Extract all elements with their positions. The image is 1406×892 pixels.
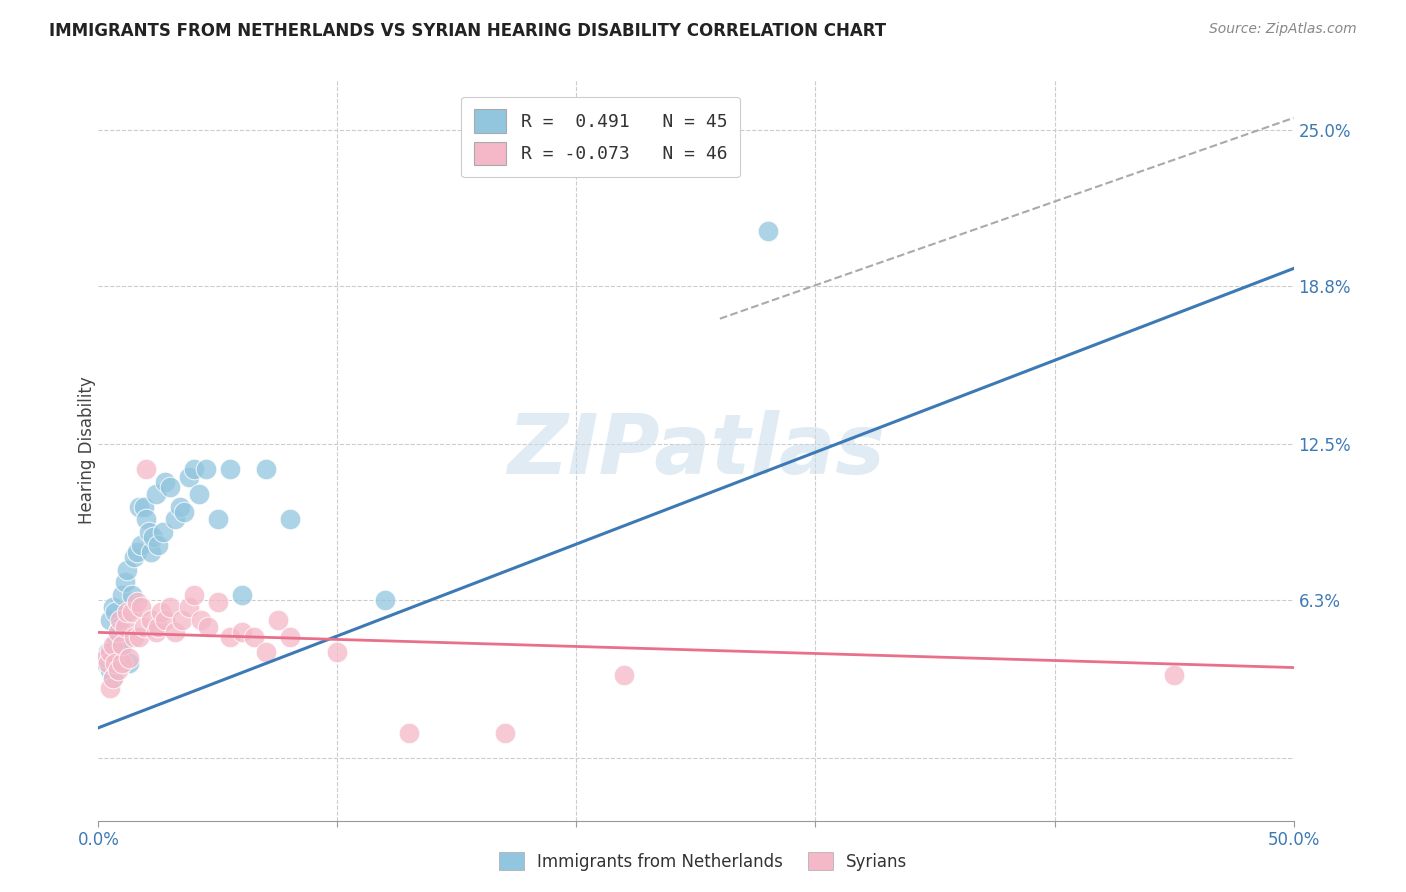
Point: [114, 575, 136, 590]
Point: [278, 512, 301, 526]
Point: [111, 656, 134, 670]
Point: [159, 600, 181, 615]
Point: [148, 538, 170, 552]
Point: [1163, 668, 1185, 682]
Point: [494, 726, 516, 740]
Point: [219, 631, 242, 645]
Point: [131, 538, 153, 552]
Point: [125, 595, 148, 609]
Point: [128, 631, 150, 645]
Legend: R =  0.491   N = 45, R = -0.073   N = 46: R = 0.491 N = 45, R = -0.073 N = 46: [461, 96, 740, 178]
Point: [172, 613, 194, 627]
Point: [132, 500, 155, 514]
Point: [183, 462, 205, 476]
Point: [139, 613, 162, 627]
Point: [135, 512, 157, 526]
Point: [121, 588, 143, 602]
Point: [159, 480, 181, 494]
Point: [104, 656, 127, 670]
Point: [98, 645, 122, 659]
Point: [94, 650, 117, 665]
Point: [124, 631, 146, 645]
Point: [124, 550, 146, 565]
Point: [207, 595, 229, 609]
Point: [98, 681, 122, 695]
Point: [98, 663, 122, 677]
Point: [97, 656, 120, 670]
Point: [101, 671, 124, 685]
Point: [118, 656, 141, 670]
Point: [231, 588, 253, 602]
Point: [169, 500, 191, 514]
Point: [207, 512, 229, 526]
Point: [101, 638, 124, 652]
Point: [107, 663, 129, 677]
Point: [155, 475, 177, 489]
Point: [190, 613, 212, 627]
Point: [254, 462, 277, 476]
Point: [97, 645, 120, 659]
Point: [179, 470, 201, 484]
Point: [98, 613, 122, 627]
Point: [254, 645, 277, 659]
Point: [125, 545, 148, 559]
Legend: Immigrants from Netherlands, Syrians: Immigrants from Netherlands, Syrians: [491, 844, 915, 880]
Point: [94, 656, 117, 670]
Text: IMMIGRANTS FROM NETHERLANDS VS SYRIAN HEARING DISABILITY CORRELATION CHART: IMMIGRANTS FROM NETHERLANDS VS SYRIAN HE…: [49, 22, 886, 40]
Point: [104, 638, 127, 652]
Point: [138, 524, 160, 539]
Point: [111, 640, 134, 655]
Point: [326, 645, 349, 659]
Point: [187, 487, 209, 501]
Point: [107, 625, 129, 640]
Point: [115, 563, 138, 577]
Point: [111, 588, 134, 602]
Point: [613, 668, 636, 682]
Point: [756, 224, 779, 238]
Y-axis label: Hearing Disability: Hearing Disability: [79, 376, 96, 524]
Point: [155, 613, 177, 627]
Point: [142, 530, 165, 544]
Point: [104, 605, 127, 619]
Point: [108, 613, 131, 627]
Point: [179, 600, 201, 615]
Point: [195, 462, 218, 476]
Point: [132, 620, 155, 634]
Point: [121, 605, 143, 619]
Point: [118, 650, 141, 665]
Point: [149, 605, 172, 619]
Point: [163, 625, 186, 640]
Point: [131, 600, 153, 615]
Point: [197, 620, 219, 634]
Text: ZIPatlas: ZIPatlas: [508, 410, 884, 491]
Point: [107, 625, 129, 640]
Point: [148, 620, 170, 634]
Point: [145, 625, 167, 640]
Text: Source: ZipAtlas.com: Source: ZipAtlas.com: [1209, 22, 1357, 37]
Point: [243, 631, 266, 645]
Point: [115, 605, 138, 619]
Point: [101, 671, 124, 685]
Point: [128, 500, 150, 514]
Point: [145, 487, 167, 501]
Point: [267, 613, 290, 627]
Point: [374, 592, 396, 607]
Point: [139, 545, 162, 559]
Point: [398, 726, 420, 740]
Point: [107, 645, 129, 659]
Point: [231, 625, 253, 640]
Point: [108, 620, 131, 634]
Point: [163, 512, 186, 526]
Point: [183, 588, 205, 602]
Point: [101, 600, 124, 615]
Point: [114, 620, 136, 634]
Point: [173, 505, 195, 519]
Point: [219, 462, 242, 476]
Point: [111, 638, 134, 652]
Point: [152, 524, 174, 539]
Point: [135, 462, 157, 476]
Point: [278, 631, 301, 645]
